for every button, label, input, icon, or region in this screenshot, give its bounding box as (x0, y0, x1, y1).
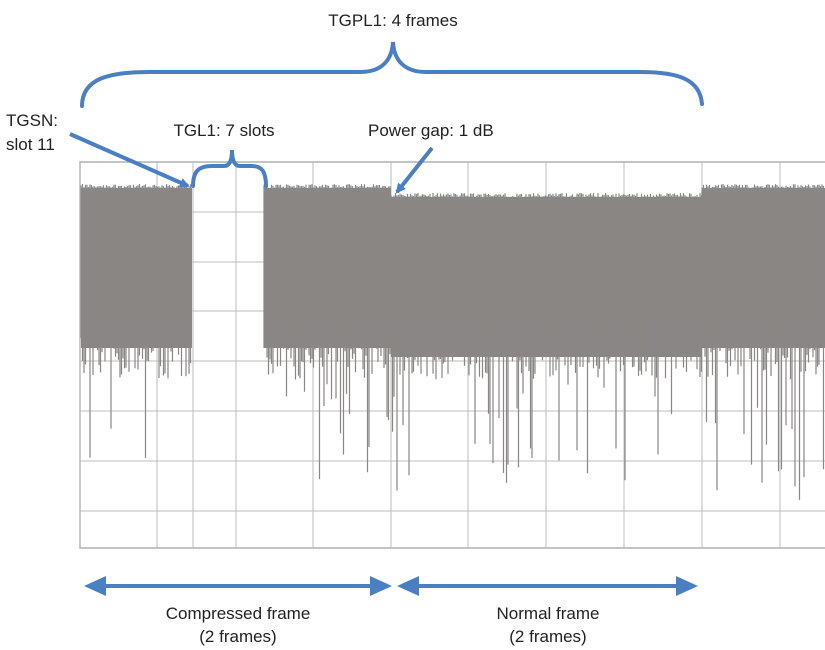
compressed-frame-label-line1: Compressed frame (165, 604, 311, 623)
normal-frame-label-line1: Normal frame (496, 604, 600, 623)
power-gap-arrow (395, 146, 434, 194)
tgpl-label: TGPL1: 4 frames (328, 11, 458, 30)
normal-arrow-right-head (676, 576, 698, 596)
signal-spikes (263, 184, 391, 480)
signal-trace (80, 184, 825, 500)
compressed-arrow-right-head (370, 576, 392, 596)
tgsn-arrow (69, 132, 190, 188)
power-gap-label: Power gap: 1 dB (368, 121, 494, 140)
tgsn-label-line2: slot 11 (6, 135, 55, 154)
compressed-arrow-left-head (84, 576, 106, 596)
tgl-label: TGL1: 7 slots (173, 121, 275, 140)
normal-arrow-left-head (397, 576, 419, 596)
signal-spikes (80, 184, 192, 458)
tgsn-label-line1: TGSN: (6, 111, 58, 130)
normal-frame-label-line2: (2 frames) (509, 627, 587, 646)
signal-spikes (701, 184, 825, 500)
compressed-frame-label-line2: (2 frames) (199, 627, 277, 646)
signal-spikes (390, 193, 703, 491)
tgl-brace (191, 149, 268, 188)
tgpl-brace (80, 41, 704, 108)
